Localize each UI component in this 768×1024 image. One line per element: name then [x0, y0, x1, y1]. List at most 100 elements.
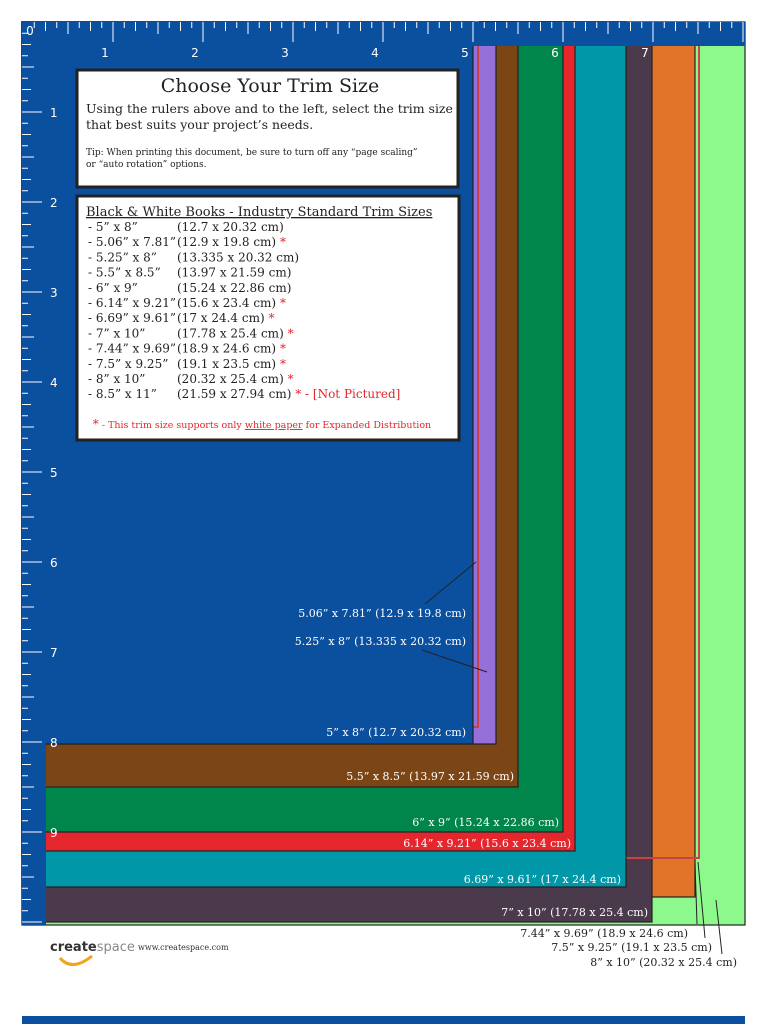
tip: or “auto rotation” options.: [86, 159, 207, 170]
ruler-number: 4: [371, 46, 379, 60]
metric-text: (19.1 x 23.5 cm): [177, 357, 276, 371]
logo-bold: create: [50, 940, 97, 955]
ruler-number: 1: [101, 46, 109, 60]
size: - 6” x 9”: [88, 281, 138, 295]
mark: *: [288, 326, 294, 340]
metric-text: (12.9 x 19.8 cm): [177, 235, 276, 249]
ruler-number: 7: [641, 46, 649, 60]
ruler-number: 3: [281, 46, 289, 60]
metric-text: (20.32 x 25.4 cm): [177, 372, 284, 386]
size: - 8.5” x 11”: [88, 387, 157, 401]
metric: (15.6 x 23.4 cm) *: [177, 296, 286, 310]
mark: *: [269, 311, 275, 325]
left-ruler: [22, 22, 46, 925]
leader: [421, 649, 488, 673]
footnote-text: for Expanded Distribution: [303, 420, 432, 431]
ruler-number: 8: [50, 736, 58, 750]
mark: *: [280, 235, 286, 249]
next-page-ruler: [22, 1016, 745, 1024]
intro-text: Using the rulers above and to the left, …: [86, 101, 453, 116]
metric-text: (15.24 x 22.86 cm): [177, 281, 291, 295]
size: - 7.5” x 9.25”: [88, 357, 168, 371]
mark: *: [288, 372, 294, 386]
intro-text: that best suits your project’s needs.: [86, 117, 313, 132]
size: - 5.5” x 8.5”: [88, 266, 161, 280]
mark: *: [295, 387, 301, 401]
size: - 5.06” x 7.81”: [88, 235, 176, 249]
metric: (17 x 24.4 cm) *: [177, 311, 275, 325]
leader: [424, 561, 477, 605]
logo-light: space: [97, 940, 135, 955]
url: www.createspace.com: [138, 943, 229, 952]
ruler-number: 3: [50, 286, 58, 300]
size: - 5.25” x 8”: [88, 250, 157, 264]
ruler-number: 6: [50, 556, 58, 570]
mark: *: [280, 296, 286, 310]
metric: (13.97 x 21.59 cm): [177, 266, 291, 280]
size-label: 6.14” x 9.21” (15.6 x 23.4 cm): [403, 837, 571, 850]
size-label: 6” x 9” (15.24 x 22.86 cm): [412, 816, 559, 829]
size: - 5” x 8”: [88, 220, 138, 234]
footer: createspace www.createspace.com: [50, 940, 229, 966]
metric: (18.9 x 24.6 cm) *: [177, 342, 286, 356]
metric: (21.59 x 27.94 cm) * - [Not Pictured]: [177, 387, 400, 401]
labels: 5.06” x 7.81” (12.9 x 19.8 cm) 5.25” x 8”…: [295, 607, 737, 969]
size-label: 6.69” x 9.61” (17 x 24.4 cm): [464, 873, 621, 886]
footnote-mark: *: [93, 417, 99, 431]
size: - 6.69” x 9.61”: [88, 311, 176, 325]
size-label: 7.44” x 9.69” (18.9 x 24.6 cm): [520, 927, 688, 940]
size-label: 7.5” x 9.25” (19.1 x 23.5 cm): [551, 941, 712, 954]
ruler-number: 1: [50, 106, 58, 120]
leaders: [421, 561, 723, 955]
metric-text: (15.6 x 23.4 cm): [177, 296, 276, 310]
metric-text: (12.7 x 20.32 cm): [177, 220, 284, 234]
metric-text: (17 x 24.4 cm): [177, 311, 265, 325]
metric-text: (13.97 x 21.59 cm): [177, 266, 291, 280]
mark: *: [280, 342, 286, 356]
leader: [715, 899, 723, 955]
leader: [697, 861, 706, 939]
size: - 7” x 10”: [88, 326, 145, 340]
intro-box: Choose Your Trim Size Using the rulers a…: [75, 68, 460, 189]
ruler-number: 5: [461, 46, 469, 60]
metric: (19.1 x 23.5 cm) *: [177, 357, 286, 371]
footnote: * - This trim size supports only white p…: [93, 417, 431, 431]
box: [75, 68, 460, 189]
tip: Tip: When printing this document, be sur…: [86, 147, 418, 158]
size: - 6.14” x 9.21”: [88, 296, 176, 310]
ruler-number: 6: [551, 46, 559, 60]
metric-text: (18.9 x 24.6 cm): [177, 342, 276, 356]
metric-text: (21.59 x 27.94 cm): [177, 387, 291, 401]
size: - 7.44” x 9.69”: [88, 342, 176, 356]
size-label: 5” x 8” (12.7 x 20.32 cm): [326, 726, 466, 739]
size-label: 8” x 10” (20.32 x 25.4 cm): [590, 956, 737, 969]
ruler-number: 5: [50, 466, 58, 480]
leader: [694, 861, 698, 925]
size-label: 5.25” x 8” (13.335 x 20.32 cm): [295, 635, 466, 648]
ruler-number: 0: [26, 24, 34, 38]
metric: (20.32 x 25.4 cm) *: [177, 372, 294, 386]
ruler-number: 2: [191, 46, 199, 60]
ruler-number: 2: [50, 196, 58, 210]
ruler-number: 4: [50, 376, 58, 390]
title: Choose Your Trim Size: [161, 75, 380, 97]
footnote-text: - This trim size supports only: [99, 420, 245, 431]
ruler-number: 7: [50, 646, 58, 660]
metric-text: (13.335 x 20.32 cm): [177, 250, 299, 264]
metric: (13.335 x 20.32 cm): [177, 250, 299, 264]
rulers: 0 1 2 3 4 5 6 7 1 2 3 4 5 6 7 8 9: [22, 22, 745, 925]
list-heading: Black & White Books - Industry Standard …: [86, 205, 432, 220]
metric: (17.78 x 25.4 cm) *: [177, 326, 294, 340]
metric: (15.24 x 22.86 cm): [177, 281, 291, 295]
note: - [Not Pictured]: [301, 387, 400, 401]
size-label: 5.5” x 8.5” (13.97 x 21.59 cm): [346, 770, 514, 783]
logo: createspace: [50, 940, 135, 955]
metric: (12.9 x 19.8 cm) *: [177, 235, 286, 249]
metric-text: (17.78 x 25.4 cm): [177, 326, 284, 340]
metric: (12.7 x 20.32 cm): [177, 220, 284, 234]
logo-swoosh: [58, 954, 93, 966]
list-box: Black & White Books - Industry Standard …: [75, 194, 461, 442]
mark: *: [280, 357, 286, 371]
size-label: 5.06” x 7.81” (12.9 x 19.8 cm): [298, 607, 466, 620]
